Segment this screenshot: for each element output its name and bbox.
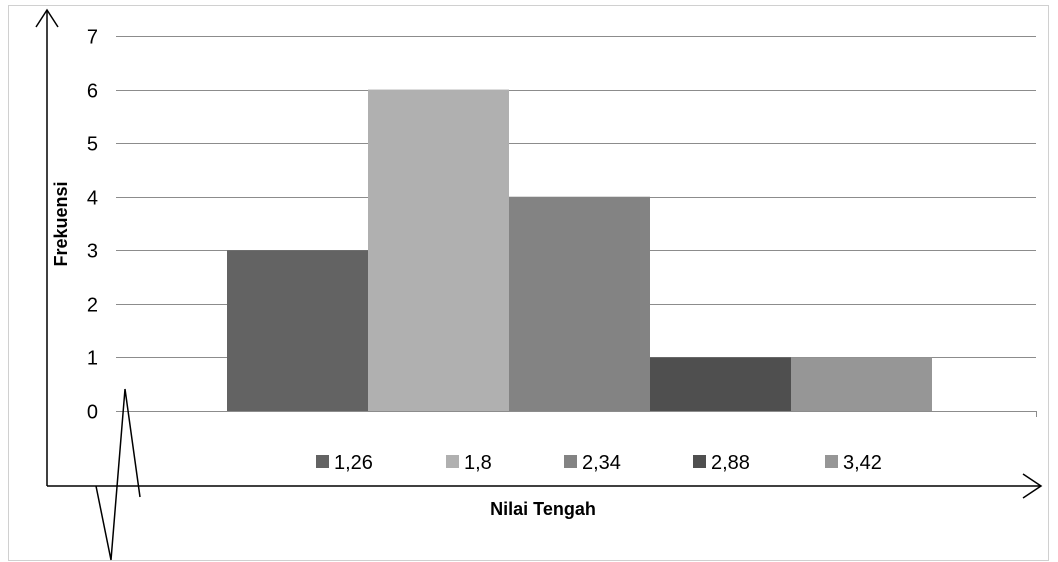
y-tick-label: 0 — [87, 402, 98, 424]
y-tick-label: 3 — [87, 241, 98, 263]
x-axis-arrowhead — [1022, 473, 1043, 499]
y-tick-labels: 0 1 2 3 4 5 6 7 — [87, 27, 98, 424]
x-axis-title: Nilai Tengah — [490, 499, 596, 519]
legend-label: 3,42 — [843, 452, 882, 474]
legend-label: 1,26 — [334, 452, 373, 474]
legend-swatch — [316, 455, 329, 468]
legend-swatch — [825, 455, 838, 468]
y-axis-arrowhead — [35, 8, 59, 28]
legend-label: 2,34 — [582, 452, 621, 474]
legend: 1,26 1,8 2,34 2,88 3,42 — [316, 452, 882, 474]
y-tick-label: 7 — [87, 27, 98, 49]
y-tick-label: 2 — [87, 295, 98, 317]
bar — [791, 357, 932, 411]
bar — [509, 196, 650, 411]
y-axis-title: Frekuensi — [51, 181, 71, 266]
legend-swatch — [693, 455, 706, 468]
bars — [227, 89, 932, 412]
legend-label: 2,88 — [711, 452, 750, 474]
y-tick-label: 5 — [87, 134, 98, 156]
bar — [227, 250, 368, 411]
y-tick-label: 6 — [87, 81, 98, 103]
y-tick-label: 4 — [87, 188, 98, 210]
axis-break-zigzag — [95, 388, 141, 561]
legend-swatch — [564, 455, 577, 468]
bar — [368, 89, 509, 412]
legend-label: 1,8 — [464, 452, 492, 474]
legend-swatch — [446, 455, 459, 468]
bar — [650, 357, 791, 411]
y-tick-label: 1 — [87, 348, 98, 370]
